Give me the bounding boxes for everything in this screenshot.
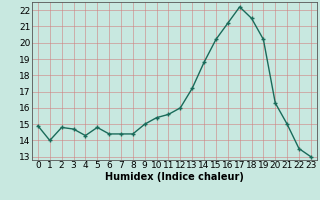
X-axis label: Humidex (Indice chaleur): Humidex (Indice chaleur): [105, 172, 244, 182]
